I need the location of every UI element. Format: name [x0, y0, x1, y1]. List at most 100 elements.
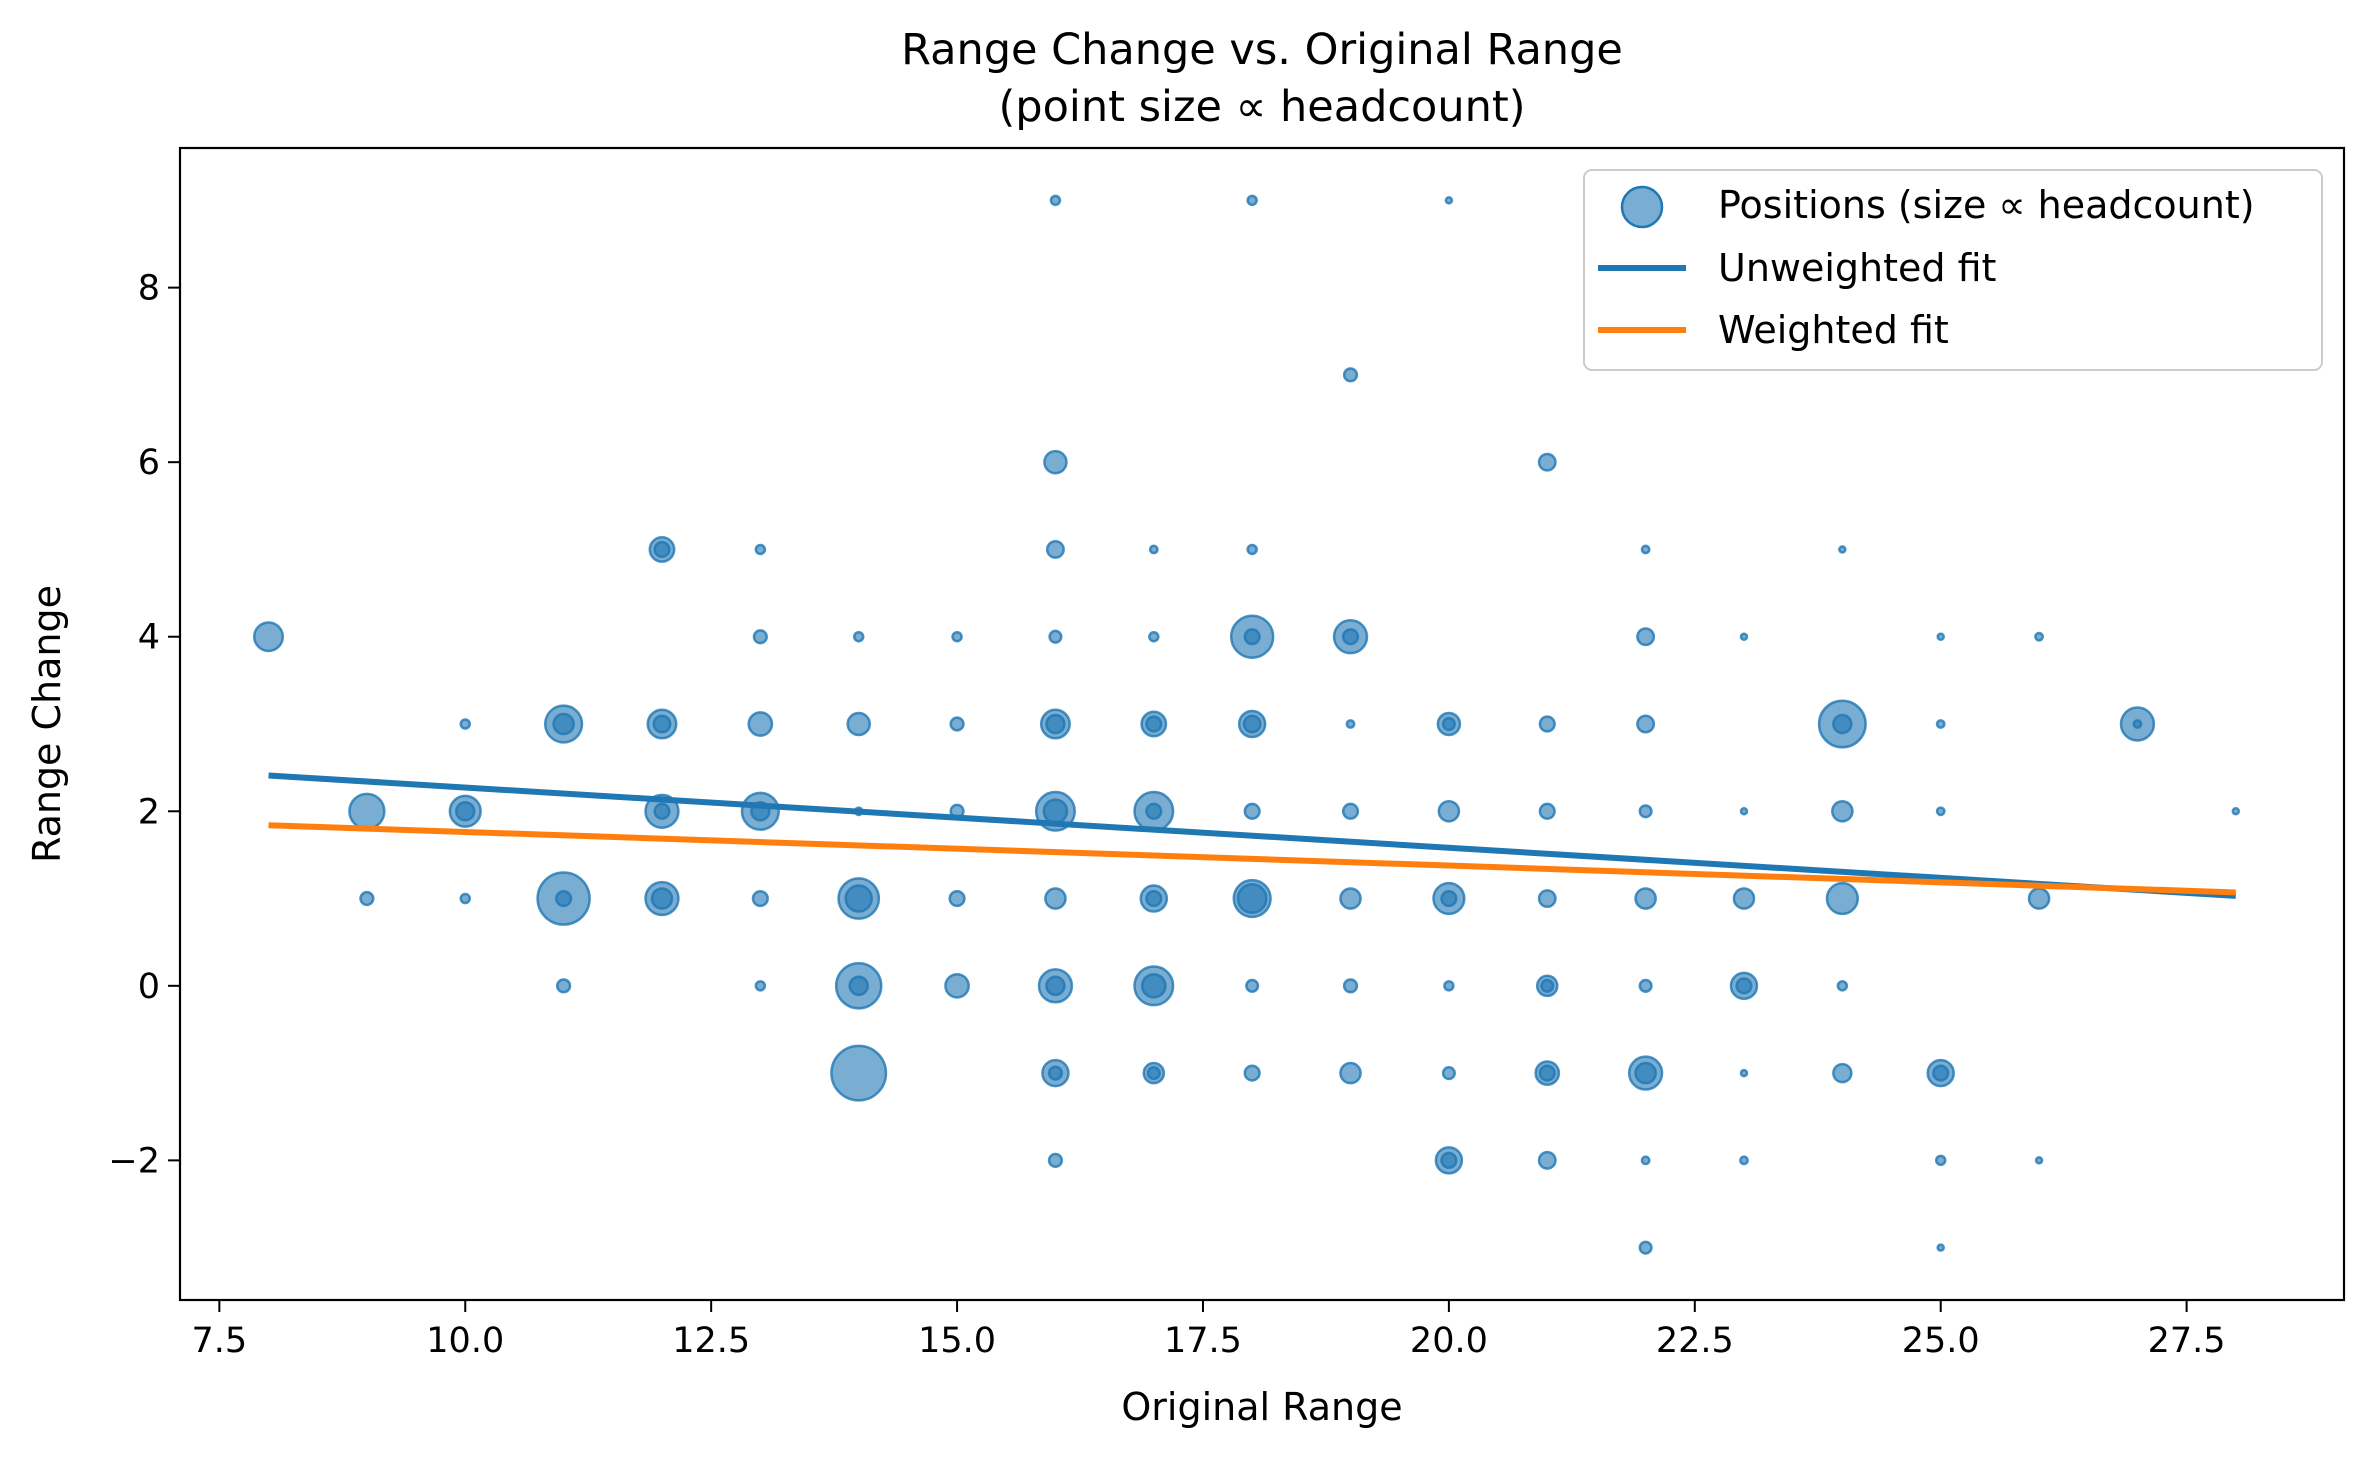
data-point — [1043, 449, 1068, 475]
data-point — [1148, 630, 1160, 643]
x-tick-label: 20.0 — [1410, 1321, 1488, 1361]
data-point — [1640, 544, 1651, 555]
data-point — [1739, 632, 1749, 641]
data-point — [1735, 977, 1753, 995]
data-point — [1339, 887, 1362, 910]
data-point — [555, 889, 573, 908]
data-point — [1049, 194, 1062, 207]
legend-label-weighted: Weighted fit — [1718, 308, 1949, 352]
data-point — [1246, 543, 1258, 556]
unweighted-fit-line — [268, 772, 2236, 899]
data-point — [1537, 1150, 1557, 1170]
data-point — [653, 540, 671, 559]
y-tick-label: −2 — [108, 1141, 160, 1181]
x-tick-label: 15.0 — [918, 1321, 996, 1361]
data-point — [1638, 804, 1653, 819]
legend: Positions (size ∝ headcount) Unweighted … — [1583, 169, 2323, 371]
data-point — [1341, 802, 1360, 820]
data-point — [650, 887, 674, 910]
x-tick-label: 17.5 — [1164, 1321, 1242, 1361]
y-tick-label: 0 — [138, 967, 160, 1007]
data-point — [1342, 978, 1359, 994]
data-point — [951, 630, 963, 643]
points-layer — [253, 194, 2241, 1255]
data-point — [2027, 887, 2051, 910]
x-tick-label: 7.5 — [192, 1321, 248, 1361]
y-tick-label: 8 — [138, 269, 160, 309]
data-point — [830, 1044, 888, 1102]
data-point — [1636, 627, 1656, 647]
data-point — [1441, 1066, 1456, 1081]
data-point — [1145, 889, 1163, 908]
data-point — [752, 629, 768, 645]
data-point — [359, 890, 375, 907]
data-point — [552, 712, 575, 736]
x-axis-label: Original Range — [1121, 1385, 1402, 1429]
data-point — [1045, 713, 1066, 735]
data-point — [2132, 719, 2143, 729]
data-point — [253, 621, 285, 653]
data-point — [1045, 975, 1066, 997]
data-point — [1836, 980, 1849, 992]
data-point — [844, 884, 873, 913]
data-point — [944, 972, 970, 999]
data-point — [2034, 1156, 2044, 1165]
data-point — [1140, 972, 1167, 999]
y-tick-label: 2 — [138, 792, 160, 832]
data-point — [1934, 1154, 1947, 1167]
data-point — [751, 889, 769, 908]
data-point — [747, 711, 774, 737]
data-point — [555, 978, 572, 994]
data-point — [1243, 628, 1261, 646]
data-point — [1345, 719, 1356, 729]
data-point — [1246, 194, 1258, 207]
data-point — [1634, 887, 1657, 910]
y-tick-label: 6 — [138, 443, 160, 483]
data-point — [653, 802, 671, 820]
x-tick-label: 10.0 — [426, 1321, 504, 1361]
data-point — [1045, 539, 1065, 559]
data-point — [459, 718, 472, 730]
data-point — [1236, 883, 1268, 915]
chart-subtitle: (point size ∝ headcount) — [999, 82, 1526, 132]
data-point — [1636, 714, 1656, 734]
data-point — [1935, 806, 1946, 817]
data-point — [1732, 887, 1756, 910]
data-point — [1831, 799, 1854, 823]
x-axis-ticks: 7.5 10.0 12.5 15.0 17.5 20.0 22.5 25.0 27.5 — [192, 1300, 2226, 1361]
data-point — [1440, 1151, 1458, 1169]
data-point — [1443, 980, 1455, 992]
data-point — [1245, 978, 1260, 993]
x-tick-label: 12.5 — [672, 1321, 750, 1361]
data-point — [1936, 632, 1945, 641]
legend-label-unweighted: Unweighted fit — [1718, 246, 1996, 290]
data-point — [1538, 1064, 1556, 1082]
data-point — [848, 975, 869, 997]
data-point — [1537, 889, 1557, 909]
data-point — [652, 714, 672, 734]
x-tick-label: 22.5 — [1656, 1321, 1734, 1361]
data-point — [2231, 807, 2241, 816]
data-point — [754, 980, 767, 992]
data-point — [1638, 1240, 1653, 1255]
chart-title: Range Change vs. Original Range — [901, 25, 1623, 75]
data-point — [1537, 452, 1557, 472]
data-point — [454, 801, 476, 822]
x-tick-label: 27.5 — [2148, 1321, 2226, 1361]
data-point — [1739, 807, 1749, 816]
legend-marker-positions — [1620, 185, 1664, 229]
data-point — [1440, 889, 1458, 908]
data-point — [1243, 802, 1261, 820]
data-point — [1638, 978, 1653, 993]
data-point — [459, 892, 472, 905]
y-axis-label: Range Change — [25, 585, 69, 863]
data-point — [1838, 545, 1847, 554]
data-point — [1148, 544, 1159, 555]
data-point — [1936, 1243, 1945, 1252]
data-point — [1634, 1061, 1657, 1085]
data-point — [1935, 719, 1946, 729]
data-point — [1739, 1068, 1749, 1078]
data-point — [1339, 1061, 1362, 1085]
